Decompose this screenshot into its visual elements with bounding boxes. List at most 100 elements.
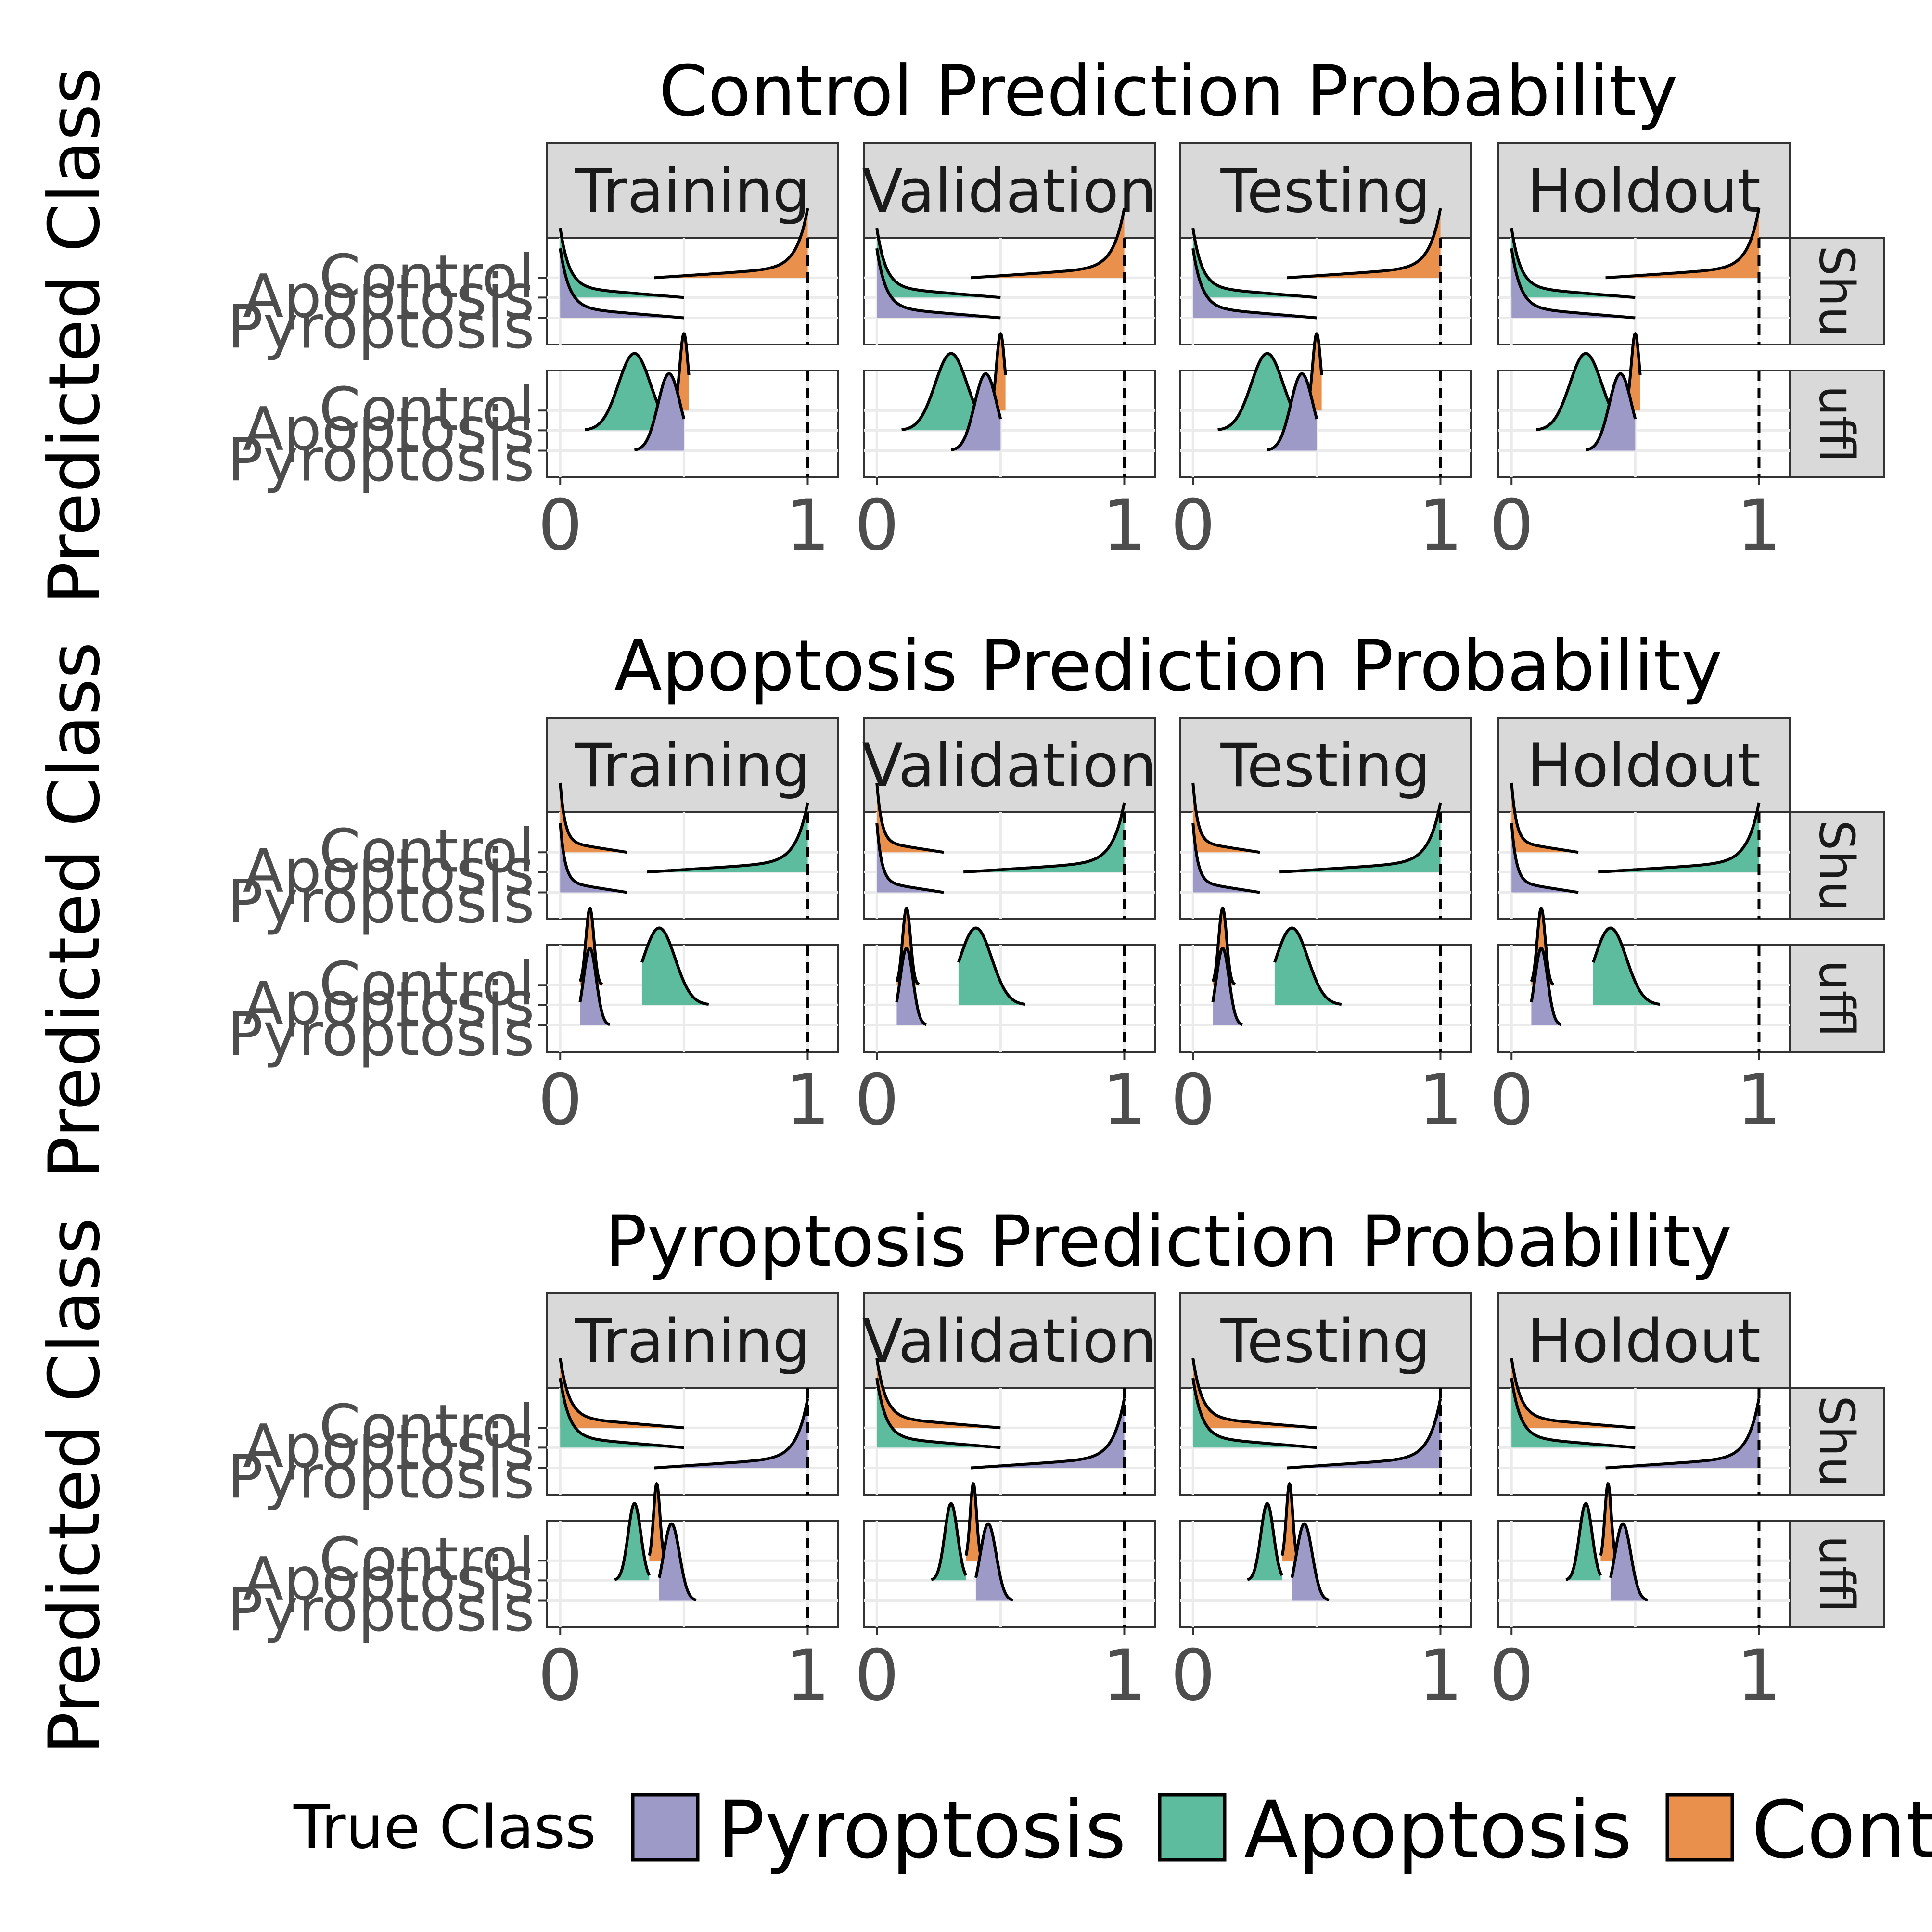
row-strip-shu <box>1790 1387 1885 1496</box>
row-strip-label: uffl <box>1809 1535 1865 1612</box>
density-line-apoptosis <box>1247 1502 1284 1581</box>
density-line-pyroptosis <box>1290 1522 1330 1602</box>
density-line-pyroptosis <box>1191 248 1317 320</box>
section-title: Control Prediction Probability <box>659 51 1678 132</box>
row-strip-uffl <box>1790 944 1885 1053</box>
density-line-pyroptosis <box>895 947 927 1026</box>
facet-strip-testing <box>1179 717 1472 813</box>
density-area-apoptosis <box>1217 353 1305 431</box>
density-area-control <box>877 783 944 853</box>
y-tick-label: Control <box>319 1392 535 1461</box>
legend-label: Apoptosis <box>1244 1784 1632 1876</box>
x-tick-label: 0 <box>1171 1635 1215 1716</box>
density-line-apoptosis <box>931 1502 968 1581</box>
density-area-control <box>1600 1484 1618 1561</box>
density-line-pyroptosis <box>1586 372 1637 452</box>
facet-panel <box>1497 370 1791 478</box>
facet-strip-label: Holdout <box>1527 1307 1761 1376</box>
y-tick-label: Pyroptosis <box>227 1576 535 1645</box>
density-area-apoptosis <box>1511 228 1636 298</box>
y-tick-label: Apoptosis <box>243 395 535 464</box>
density-area-pyroptosis <box>1287 1398 1441 1468</box>
density-area-apoptosis <box>1593 928 1660 1005</box>
row-strip-label: Shu <box>1809 820 1865 911</box>
density-line-control <box>1191 1358 1317 1430</box>
density-area-apoptosis <box>1598 803 1759 872</box>
x-tick-label: 0 <box>1489 1059 1534 1141</box>
y-axis-label: Predicted Class <box>34 1217 115 1754</box>
density-line-pyroptosis <box>1510 248 1636 320</box>
legend-label: Pyroptosis <box>717 1784 1126 1876</box>
x-tick-label: 1 <box>1418 1635 1463 1716</box>
density-area-control <box>1287 208 1441 278</box>
density-area-control <box>1193 783 1260 853</box>
density-area-pyroptosis <box>580 948 610 1025</box>
facet-strip-label: Training <box>575 157 810 226</box>
density-line-apoptosis <box>646 802 809 874</box>
density-line-apoptosis <box>640 926 709 1006</box>
density-line-control <box>654 208 809 280</box>
density-area-pyroptosis <box>560 823 627 893</box>
density-line-apoptosis <box>1565 1502 1602 1581</box>
density-area-apoptosis <box>1511 1378 1636 1448</box>
density-line-apoptosis <box>957 926 1026 1006</box>
density-area-apoptosis <box>963 803 1125 872</box>
density-line-apoptosis <box>1191 228 1317 299</box>
density-area-control <box>1511 783 1579 853</box>
density-line-pyroptosis <box>1609 1522 1648 1602</box>
density-area-pyroptosis <box>877 823 944 893</box>
legend-key-apoptosis <box>1158 1793 1227 1862</box>
density-line-pyroptosis <box>657 1522 697 1602</box>
facet-strip-label: Holdout <box>1527 157 1761 226</box>
row-strip-label: Shu <box>1809 1395 1865 1487</box>
density-area-apoptosis <box>877 1378 1001 1448</box>
density-area-pyroptosis <box>1586 373 1636 451</box>
facet-panel <box>1179 1520 1472 1628</box>
density-area-apoptosis <box>641 928 709 1005</box>
facet-strip-testing <box>1179 1292 1472 1389</box>
density-line-control <box>1510 1358 1636 1430</box>
facet-panel <box>863 370 1156 478</box>
y-tick-label: Pyroptosis <box>227 1000 535 1070</box>
row-strip-label: uffl <box>1809 960 1865 1037</box>
density-area-pyroptosis <box>1605 1398 1759 1468</box>
density-area-control <box>560 783 627 853</box>
density-line-control <box>1510 782 1579 854</box>
y-tick-label: Control <box>319 949 535 1019</box>
facet-panel <box>1179 370 1472 478</box>
y-tick-label: Control <box>319 375 535 444</box>
row-strip-uffl <box>1790 1520 1885 1628</box>
density-line-apoptosis <box>1592 926 1661 1006</box>
density-line-apoptosis <box>559 228 684 299</box>
x-tick-label: 1 <box>1418 1059 1463 1141</box>
density-line-control <box>1605 208 1761 280</box>
density-line-pyroptosis <box>951 372 1002 452</box>
density-line-pyroptosis <box>971 1398 1126 1470</box>
facet-strip-label: Training <box>575 731 810 801</box>
section-title: Apoptosis Prediction Probability <box>614 625 1723 707</box>
facet-strip-validation <box>863 1292 1156 1389</box>
density-area-pyroptosis <box>1610 1523 1648 1601</box>
facet-strip-holdout <box>1497 142 1791 239</box>
facet-strip-holdout <box>1497 1292 1791 1389</box>
x-tick-label: 0 <box>1489 485 1534 566</box>
x-tick-label: 0 <box>538 1059 583 1141</box>
density-area-pyroptosis <box>1511 823 1579 893</box>
density-area-apoptosis <box>1279 803 1441 872</box>
facet-strip-label: Testing <box>1220 1307 1431 1376</box>
density-area-pyroptosis <box>1531 948 1561 1025</box>
density-area-pyroptosis <box>654 1398 808 1468</box>
x-tick-label: 1 <box>785 1059 830 1141</box>
x-tick-label: 1 <box>785 485 830 566</box>
y-tick-label: Apoptosis <box>243 836 535 906</box>
density-area-pyroptosis <box>659 1523 697 1601</box>
density-area-control <box>649 1484 667 1561</box>
row-strip-shu <box>1790 237 1885 345</box>
density-line-pyroptosis <box>654 1398 809 1470</box>
density-line-apoptosis <box>559 1378 684 1449</box>
facet-panel <box>1497 1520 1791 1628</box>
density-line-apoptosis <box>1191 1378 1317 1449</box>
density-area-apoptosis <box>1193 1378 1317 1448</box>
density-line-apoptosis <box>614 1502 651 1581</box>
row-strip-shu <box>1790 811 1885 920</box>
